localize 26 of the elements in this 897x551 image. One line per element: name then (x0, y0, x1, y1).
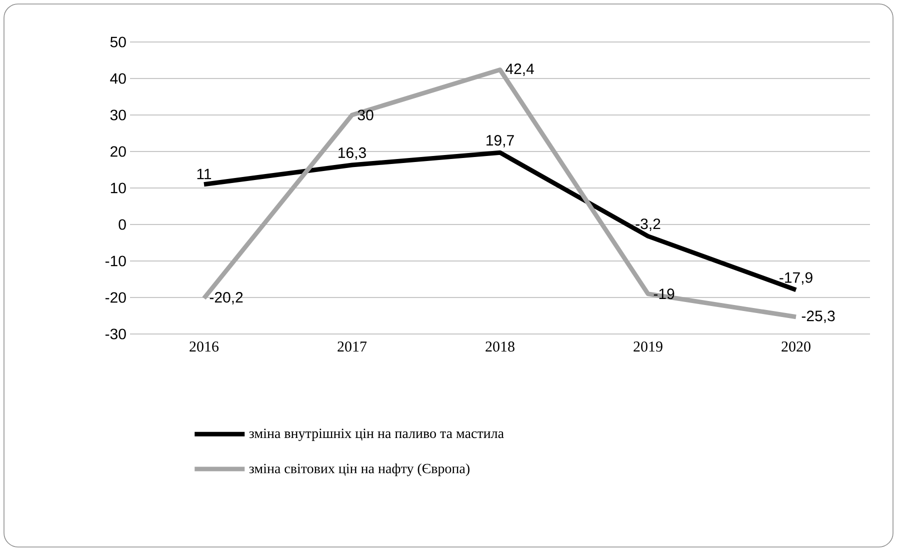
x-tick-label: 2018 (486, 342, 514, 352)
x-tick-label: 2017 (338, 342, 367, 352)
data-label: 19,7 (486, 135, 514, 148)
data-label: 30 (358, 110, 374, 120)
data-label: 16,3 (338, 147, 366, 160)
x-tick-label: 2020 (782, 342, 810, 352)
y-tick-label: -20 (105, 292, 126, 303)
data-label: -25,3 (802, 310, 835, 324)
y-tick-label: -10 (105, 256, 126, 266)
y-tick-label: 20 (110, 146, 126, 157)
y-tick-label: -30 (105, 328, 126, 340)
data-label: 42,4 (506, 64, 534, 76)
data-label: -17,9 (780, 272, 812, 285)
x-tick-label: 2016 (190, 342, 219, 352)
legend-label: зміна світових цін на нафту (Європа) (249, 463, 470, 476)
y-tick-label: 50 (110, 36, 126, 48)
data-label: -3,2 (636, 218, 660, 231)
data-label: -20,2 (210, 292, 243, 304)
y-tick-label: 30 (110, 110, 126, 120)
legend-label: зміна внутрішніх цін на паливо та мастила (249, 428, 504, 441)
y-tick-label: 40 (110, 73, 126, 84)
data-label: 11 (197, 168, 212, 180)
y-tick-label: 10 (110, 182, 126, 194)
data-label: -19 (654, 288, 674, 300)
y-tick-label: 0 (118, 219, 126, 230)
x-tick-label: 2019 (634, 342, 662, 352)
